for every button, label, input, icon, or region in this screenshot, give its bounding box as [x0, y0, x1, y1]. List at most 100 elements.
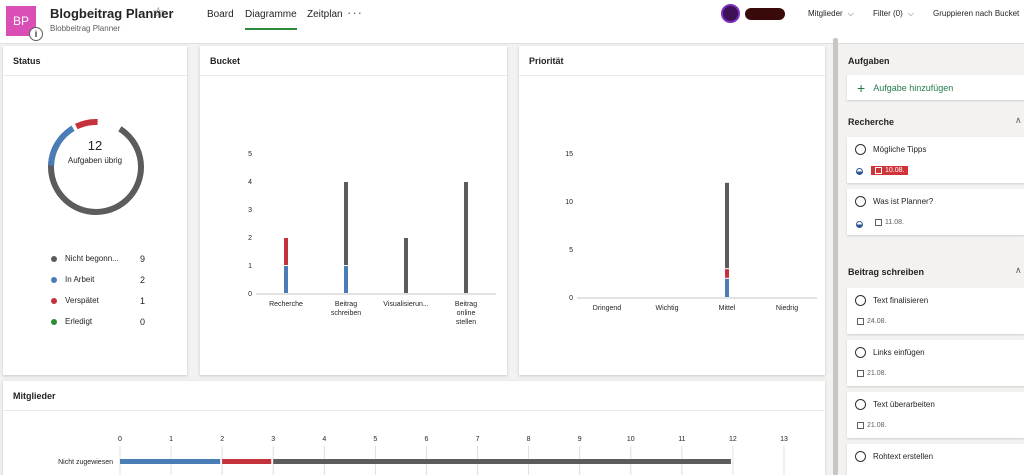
bar-segment-late — [222, 459, 272, 464]
due-date-text: 24.08. — [867, 318, 887, 325]
bar-segment-in-progress — [284, 266, 288, 293]
filter-dropdown[interactable]: Filter (0) ⌵ — [873, 9, 914, 19]
x-tick-label: Wichtig — [656, 305, 679, 312]
priority-chart: 0 5 10 15 Dringend Wichtig Mittel Niedrig — [565, 151, 817, 312]
remaining-label: Aufgaben übrig — [67, 156, 123, 165]
y-tick-label: 15 — [565, 151, 573, 158]
donut-segment-late — [47, 119, 144, 215]
calendar-icon — [857, 370, 864, 377]
task-card[interactable]: Was ist Planner? 11.08. — [847, 189, 1024, 235]
bar-segment-late — [725, 269, 729, 278]
complete-checkbox[interactable] — [855, 347, 866, 358]
members-title: Mitglieder — [3, 381, 825, 411]
user-avatar[interactable] — [721, 4, 740, 23]
plan-avatar[interactable]: BP — [6, 6, 36, 36]
x-tick-label: 10 — [627, 436, 635, 443]
x-tick-label: Recherche — [269, 301, 303, 308]
group-by-dropdown[interactable]: Gruppieren nach Bucket — [933, 9, 1020, 18]
add-task-label: Aufgabe hinzufügen — [873, 82, 954, 93]
progress-icon — [856, 168, 863, 175]
plan-subtitle: Blobbeitrag Planner — [50, 24, 121, 33]
x-tick-label: 2 — [220, 436, 224, 443]
task-name: Text finalisieren — [873, 296, 929, 305]
y-tick-label: 5 — [569, 247, 573, 254]
bar-segment-late — [284, 238, 288, 265]
task-name: Links einfügen — [873, 348, 925, 357]
legend-late: Verspätet 1 — [51, 296, 145, 306]
task-card[interactable]: Links einfügen 21.08. — [847, 340, 1024, 386]
x-tick-label: 9 — [578, 436, 582, 443]
plan-title: Blogbeitrag Planner — [50, 6, 174, 21]
legend-label: Erledigt — [65, 317, 93, 326]
x-tick-label: online — [457, 310, 476, 317]
tab-diagramme[interactable]: Diagramme — [245, 9, 297, 30]
more-options-icon[interactable]: ··· — [347, 5, 363, 20]
status-title: Status — [3, 46, 187, 76]
x-tick-label: 3 — [271, 436, 275, 443]
complete-checkbox[interactable] — [855, 144, 866, 155]
bucket-chart: 0 1 2 3 4 5 Recherche Beitrag schreiben Visualisi… — [248, 151, 496, 326]
x-tick-label: 0 — [118, 436, 122, 443]
calendar-icon — [875, 167, 882, 174]
legend-label: Verspätet — [65, 296, 99, 305]
status-dot — [51, 318, 57, 325]
due-date: 11.08. — [875, 219, 904, 226]
bar-segment-not-started — [273, 459, 731, 464]
task-card[interactable]: Rohtext erstellen — [847, 444, 1024, 475]
x-tick-label: stellen — [456, 319, 476, 326]
members-dropdown[interactable]: Mitglieder ⌵ — [808, 9, 854, 19]
priority-card: Priorität 0 5 10 15 Dringend Wichtig Mittel Nie… — [519, 46, 825, 375]
members-label: Mitglieder — [808, 9, 843, 18]
x-tick-label: 1 — [169, 436, 173, 443]
complete-checkbox[interactable] — [855, 196, 866, 207]
x-tick-label: 8 — [527, 436, 531, 443]
y-tick-label: 0 — [569, 295, 573, 302]
x-tick-label: 4 — [322, 436, 326, 443]
bucket-header-recherche: Recherche — [848, 117, 895, 127]
task-card[interactable]: Text finalisieren 24.08. — [847, 288, 1024, 334]
y-tick-label: 5 — [248, 151, 252, 158]
legend-count: 1 — [140, 295, 146, 306]
favorite-star-icon[interactable]: ☆ — [152, 4, 165, 20]
add-task-button[interactable]: + Aufgabe hinzufügen — [847, 75, 1024, 100]
x-tick-label: 12 — [729, 436, 737, 443]
donut-segment-in-progress — [48, 119, 144, 215]
chevron-up-icon[interactable]: ∧ — [1015, 115, 1022, 125]
complete-checkbox[interactable] — [855, 399, 866, 410]
due-date-text: 11.08. — [885, 219, 904, 226]
task-sidebar: Aufgaben + Aufgabe hinzufügen Recherche ∧… — [840, 44, 1024, 475]
chevron-up-icon[interactable]: ∧ — [1015, 265, 1022, 275]
status-card: Status 12 Aufgaben übrig Nicht begonn...… — [3, 46, 187, 375]
x-tick-label: Visualisierun... — [383, 301, 428, 308]
bar-segment-in-progress — [344, 266, 348, 293]
y-tick-label: 10 — [565, 199, 573, 206]
top-bar: BP i Blogbeitrag Planner ☆ Blobbeitrag P… — [0, 0, 1024, 44]
x-tick-label: Mittel — [719, 305, 736, 312]
task-name: Was ist Planner? — [873, 197, 934, 206]
info-icon[interactable]: i — [29, 27, 43, 41]
task-name: Text überarbeiten — [873, 400, 935, 409]
complete-checkbox[interactable] — [855, 295, 866, 306]
complete-checkbox[interactable] — [855, 451, 866, 462]
tab-board[interactable]: Board — [207, 9, 234, 20]
legend-label: In Arbeit — [65, 275, 95, 284]
task-card[interactable]: Text überarbeiten 21.08. — [847, 392, 1024, 438]
legend-count: 0 — [140, 316, 146, 327]
x-tick-label: Dringend — [593, 305, 622, 312]
main-scrollbar[interactable] — [833, 38, 838, 475]
x-tick-label: Niedrig — [776, 305, 798, 312]
due-date-text: 10.08. — [885, 167, 905, 174]
y-tick-label: 3 — [248, 207, 252, 214]
y-tick-label: 4 — [248, 179, 252, 186]
task-card[interactable]: Mögliche Tipps 10.08. — [847, 137, 1024, 183]
status-donut — [47, 119, 144, 215]
tab-zeitplan[interactable]: Zeitplan — [307, 9, 343, 20]
members-card: Mitglieder 0 1 2 3 4 5 6 7 8 9 10 11 12 13 Nicht zugew… — [3, 381, 825, 475]
legend-done: Erledigt 0 — [51, 317, 145, 327]
status-dot — [51, 297, 57, 304]
legend-not-started: Nicht begonn... 9 — [51, 254, 145, 264]
status-dot — [51, 255, 57, 262]
redacted-user-name — [745, 8, 785, 20]
chevron-down-icon: ⌵ — [847, 9, 854, 18]
y-tick-label: Nicht zugewiesen — [58, 459, 113, 466]
